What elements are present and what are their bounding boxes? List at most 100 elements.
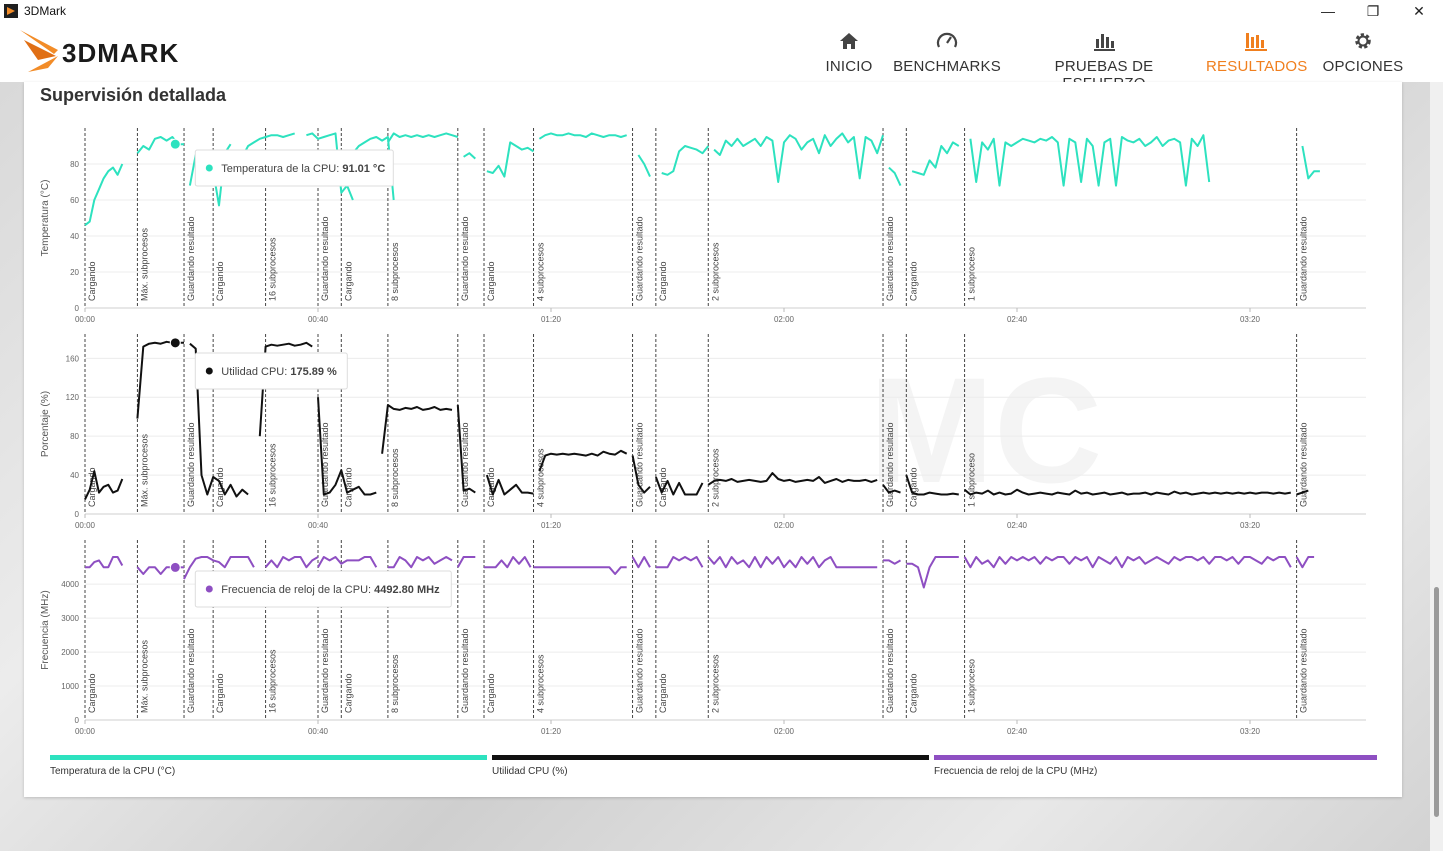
phase-marker-label: Guardando resultado [635, 216, 645, 301]
phase-marker-label: Máx. subprocesos [139, 433, 149, 507]
vertical-scrollbar[interactable] [1430, 82, 1443, 851]
nav-inicio-label: INICIO [825, 58, 873, 75]
tooltip-swatch [205, 367, 213, 375]
series-line-segment [1295, 556, 1315, 569]
nav-opciones[interactable]: OPCIONES [1322, 22, 1404, 82]
series-line-segment [631, 455, 651, 494]
x-tick-label: 03:20 [1240, 315, 1261, 324]
y-tick-label: 3000 [61, 614, 79, 623]
series-line-segment [963, 556, 1292, 569]
phase-marker-label: Cargando [343, 467, 353, 507]
phase-marker-label: 16 subprocesos [268, 443, 278, 507]
restore-icon[interactable]: ❐ [1366, 3, 1380, 19]
x-tick-label: 02:00 [774, 727, 795, 736]
legend-item-utility[interactable]: Utilidad CPU (%) [492, 755, 929, 785]
phase-marker-label: Guardando resultado [186, 628, 196, 713]
phase-marker-label: 8 subprocesos [390, 242, 400, 301]
y-tick-label: 40 [70, 471, 79, 480]
series-line-segment [484, 556, 532, 569]
y-tick-label: 60 [70, 196, 79, 205]
watermark-text: MC [869, 346, 1102, 514]
legend-swatch-utility [492, 755, 929, 760]
close-icon[interactable]: ✕ [1413, 3, 1425, 19]
series-line-segment [264, 556, 319, 569]
x-tick-label: 00:00 [75, 521, 96, 530]
legend-swatch-temperature [50, 755, 487, 760]
series-line-segment [882, 484, 901, 494]
x-tick-label: 02:40 [1007, 315, 1028, 324]
series-line-segment [533, 566, 627, 575]
series-line-segment [258, 341, 313, 437]
nav-pruebas[interactable]: PRUEBAS DE ESFUERZO [1018, 22, 1190, 92]
phase-marker-label: Guardando resultado [460, 216, 470, 301]
phase-marker-label: 8 subprocesos [390, 448, 400, 507]
series-line-segment [905, 474, 959, 496]
series-line-segment [463, 152, 476, 160]
phase-marker-label: Cargando [87, 261, 97, 301]
phase-marker-label: 1 subproceso [967, 659, 977, 713]
series-line-segment [1296, 489, 1309, 496]
series-line-segment [485, 474, 534, 496]
series-line-segment [387, 556, 453, 569]
tooltip-point [169, 337, 181, 349]
series-line-segment [707, 556, 878, 569]
series-line-segment [456, 404, 476, 494]
y-axis-label: Frecuencia (MHz) [40, 590, 51, 669]
x-tick-label: 02:00 [774, 521, 795, 530]
series-line-segment [486, 141, 535, 178]
phase-marker-label: Guardando resultado [885, 628, 895, 713]
phase-marker-label: Cargando [343, 673, 353, 713]
phase-marker-label: Máx. subprocesos [139, 227, 149, 301]
phase-marker-label: Guardando resultado [885, 422, 895, 507]
phase-marker-label: 4 subprocesos [536, 242, 546, 301]
series-line-segment [655, 556, 704, 569]
y-tick-label: 0 [75, 716, 80, 725]
scrollbar-thumb[interactable] [1434, 587, 1439, 817]
phase-marker-label: 4 subprocesos [536, 654, 546, 713]
legend-item-frequency[interactable]: Frecuencia de reloj de la CPU (MHz) [934, 755, 1377, 785]
legend-item-temperature[interactable]: Temperatura de la CPU (°C) [50, 755, 487, 785]
phase-marker-label: Cargando [908, 261, 918, 301]
x-tick-label: 00:40 [308, 315, 329, 324]
phase-marker-label: Cargando [87, 467, 97, 507]
series-line-segment [538, 132, 627, 140]
nav-benchmarks-label: BENCHMARKS [893, 58, 1001, 75]
y-tick-label: 80 [70, 160, 79, 169]
series-line-segment [189, 342, 249, 498]
x-tick-label: 02:40 [1007, 521, 1028, 530]
series-line-segment [713, 132, 884, 183]
series-line-segment [1301, 145, 1320, 180]
series-line-segment [969, 134, 1211, 187]
gauge-icon [936, 32, 958, 48]
nav-resultados[interactable]: RESULTADOS [1206, 22, 1307, 82]
nav-benchmarks[interactable]: BENCHMARKS [892, 22, 1002, 82]
phase-marker-label: Guardando resultado [460, 422, 470, 507]
app-icon [4, 4, 18, 18]
minimize-icon[interactable]: — [1321, 3, 1335, 19]
series-line-segment [707, 472, 878, 486]
phase-marker-label: Guardando resultado [320, 422, 330, 507]
series-line-segment [84, 163, 124, 226]
phase-marker-label: 2 subprocesos [710, 242, 720, 301]
nav-inicio[interactable]: INICIO [818, 22, 880, 82]
phase-marker-label: 1 subproceso [967, 453, 977, 507]
phase-marker-label: Guardando resultado [460, 628, 470, 713]
logo-text: 3DMARK [62, 38, 179, 68]
x-tick-label: 02:00 [774, 315, 795, 324]
3dmark-logo[interactable]: 3DMARK [18, 26, 228, 76]
y-axis-label: Temperatura (°C) [40, 180, 51, 257]
y-tick-label: 120 [66, 393, 80, 402]
y-tick-label: 20 [70, 268, 79, 277]
app-header: 3DMARK INICIO BENCHMARKS PRUEBAS DE ESFU… [0, 22, 1443, 92]
phase-marker-label: 2 subprocesos [710, 448, 720, 507]
phase-marker-label: Cargando [486, 673, 496, 713]
y-axis-label: Porcentaje (%) [40, 391, 51, 457]
series-line-segment [911, 141, 960, 176]
series-line-segment [661, 145, 710, 176]
x-tick-label: 01:20 [541, 315, 562, 324]
gear-icon [1355, 33, 1371, 49]
x-tick-label: 00:00 [75, 315, 96, 324]
tooltip-box [194, 149, 394, 187]
nav-opciones-label: OPCIONES [1322, 58, 1404, 75]
series-line-segment [381, 404, 453, 454]
